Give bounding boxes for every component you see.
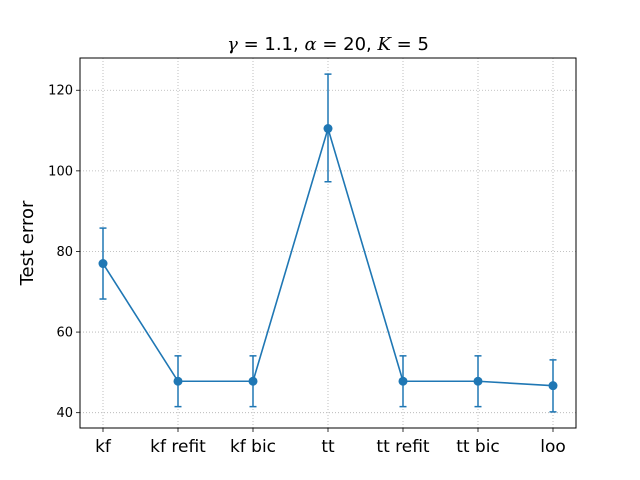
title-k: K <box>376 34 392 55</box>
x-tick-label: kf bic <box>230 437 276 457</box>
chart-title: γ = 1.1, α = 20, K = 5 <box>227 34 429 55</box>
x-tick-label: tt bic <box>456 437 500 457</box>
x-tick-label: kf <box>95 437 112 457</box>
y-tick-label: 120 <box>48 84 73 99</box>
x-tick-label: tt refit <box>376 437 430 457</box>
y-tick-label: 80 <box>56 245 73 260</box>
data-point <box>398 376 408 386</box>
y-axis-label: Test error <box>17 200 38 286</box>
y-tick-label: 100 <box>48 164 73 179</box>
y-axis: 40 60 80 100 120 <box>48 84 80 421</box>
title-k-value: = 5 <box>391 34 429 55</box>
data-point <box>98 259 108 269</box>
title-alpha-value: = 20, <box>317 34 378 55</box>
data-point <box>473 376 483 386</box>
series-layer <box>98 73 558 413</box>
x-tick-label: loo <box>540 437 566 457</box>
title-alpha: α <box>304 34 316 55</box>
title-gamma: γ <box>227 34 238 55</box>
y-tick-label: 40 <box>56 406 73 421</box>
data-point <box>323 124 333 134</box>
data-point <box>248 376 258 386</box>
y-tick-label: 60 <box>56 326 73 341</box>
x-tick-label: tt <box>321 437 335 457</box>
data-point <box>548 381 558 391</box>
data-point <box>173 376 183 386</box>
x-axis: kf kf refit kf bic tt tt refit tt bic loo <box>95 428 566 457</box>
title-gamma-value: = 1.1, <box>238 34 305 55</box>
x-tick-label: kf refit <box>150 437 206 457</box>
